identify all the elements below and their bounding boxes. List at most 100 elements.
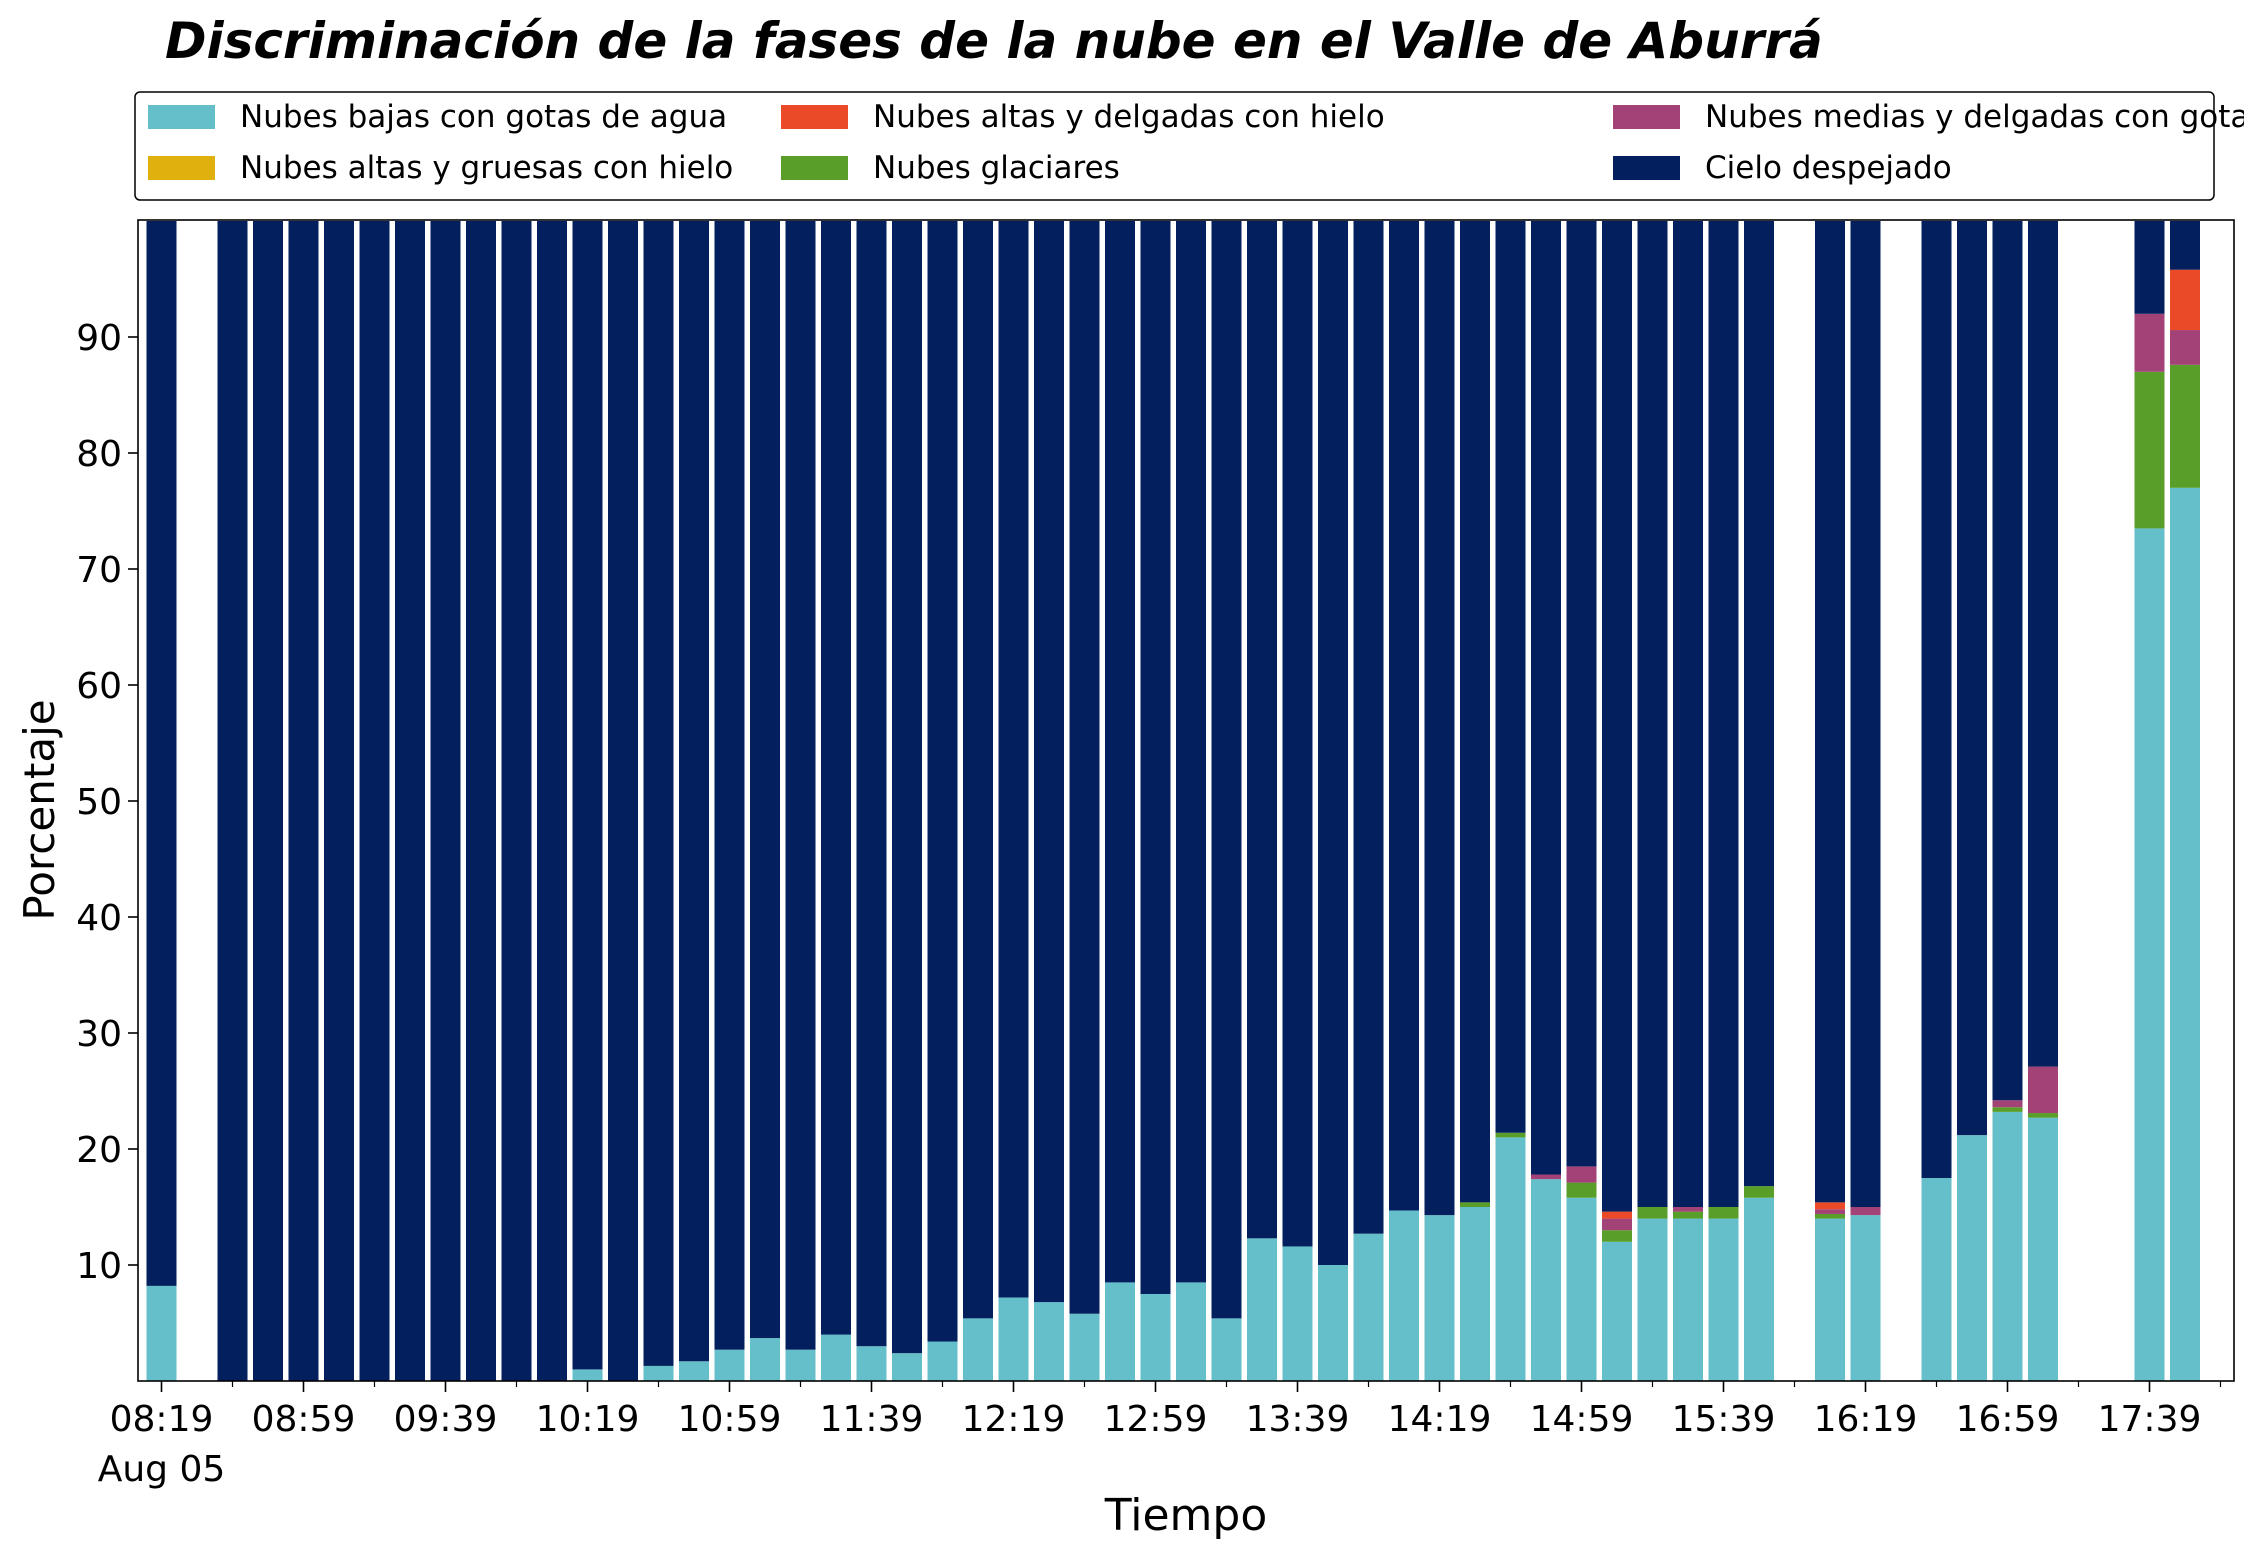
legend-item-nubes-glaciares: Nubes glaciares — [781, 150, 1120, 186]
bar-nubes-medias-y-delgadas-con-gotas-de-agua-1619 — [1850, 1207, 1881, 1216]
bar-nubes-altas-y-delgadas-con-hielo-1609 — [1815, 1202, 1845, 1210]
y-tick-label: 20 — [76, 1130, 122, 1171]
bar-nubes-bajas-con-gotas-de-agua-1539 — [1708, 1218, 1739, 1381]
bar-nubes-medias-y-delgadas-con-gotas-de-agua-1609 — [1815, 1209, 1845, 1214]
y-tick-label: 40 — [76, 898, 122, 939]
bar-nubes-altas-y-delgadas-con-hielo-1509 — [1602, 1211, 1632, 1219]
bar-nubes-bajas-con-gotas-de-agua-1619 — [1850, 1215, 1881, 1381]
bar-nubes-medias-y-delgadas-con-gotas-de-agua-1739 — [2134, 313, 2165, 372]
bar-cielo-despejado-1409 — [1389, 221, 1419, 1211]
legend-frame — [134, 91, 2215, 201]
bar-nubes-bajas-con-gotas-de-agua-1749 — [2170, 487, 2200, 1381]
bar-cielo-despejado-1209 — [963, 221, 993, 1319]
bar-cielo-despejado-0959 — [501, 221, 532, 1381]
bar-cielo-despejado-1709 — [2028, 221, 2058, 1067]
y-tick-label: 90 — [76, 318, 122, 359]
bar-cielo-despejado-1119 — [785, 221, 816, 1350]
bar-nubes-bajas-con-gotas-de-agua-1449 — [1531, 1179, 1561, 1381]
chart-title: Discriminación de la fases de la nube en… — [165, 12, 1823, 70]
bar-cielo-despejado-0939 — [430, 221, 461, 1381]
bar-cielo-despejado-1549 — [1744, 221, 1774, 1187]
y-axis-label: Porcentaje — [15, 699, 64, 920]
bar-nubes-medias-y-delgadas-con-gotas-de-agua-1449 — [1531, 1174, 1561, 1180]
bar-nubes-bajas-con-gotas-de-agua-0819 — [146, 1285, 177, 1381]
x-date-label: Aug 05 — [98, 1449, 226, 1490]
bar-cielo-despejado-1439 — [1495, 221, 1526, 1133]
legend-swatch — [1613, 156, 1680, 180]
bar-nubes-altas-y-delgadas-con-hielo-1749 — [2170, 269, 2200, 331]
legend-label: Nubes altas y gruesas con hielo — [240, 150, 733, 186]
bar-nubes-bajas-con-gotas-de-agua-1519 — [1637, 1218, 1668, 1381]
bar-cielo-despejado-1419 — [1424, 221, 1455, 1216]
bar-nubes-bajas-con-gotas-de-agua-1019 — [572, 1369, 603, 1381]
bar-nubes-medias-y-delgadas-con-gotas-de-agua-1509 — [1602, 1218, 1632, 1231]
bar-nubes-bajas-con-gotas-de-agua-1309 — [1176, 1282, 1206, 1381]
x-tick-label: 12:59 — [1104, 1399, 1208, 1440]
y-tick-label: 10 — [76, 1246, 122, 1287]
bar-cielo-despejado-1149 — [892, 221, 922, 1354]
bar-nubes-bajas-con-gotas-de-agua-1209 — [963, 1318, 993, 1381]
bar-nubes-glaciares-1519 — [1637, 1207, 1668, 1219]
bar-nubes-glaciares-1609 — [1815, 1213, 1845, 1219]
bar-cielo-despejado-1339 — [1282, 221, 1313, 1247]
bar-nubes-bajas-con-gotas-de-agua-1319 — [1211, 1318, 1242, 1381]
bar-cielo-despejado-1319 — [1211, 221, 1242, 1319]
legend-item-nubes-medias-y-delgadas-con-gotas-de-agua: Nubes medias y delgadas con gotas de agu… — [1613, 99, 2244, 135]
bar-nubes-bajas-con-gotas-de-agua-1509 — [1602, 1241, 1632, 1381]
bar-cielo-despejado-1049 — [679, 221, 709, 1362]
bar-nubes-bajas-con-gotas-de-agua-1139 — [856, 1346, 887, 1381]
bar-nubes-bajas-con-gotas-de-agua-1129 — [821, 1334, 851, 1381]
legend-label: Nubes altas y delgadas con hielo — [873, 99, 1385, 135]
bar-nubes-glaciares-1459 — [1566, 1182, 1597, 1198]
bar-cielo-despejado-1009 — [537, 221, 567, 1381]
bar-nubes-bajas-con-gotas-de-agua-1219 — [998, 1297, 1029, 1381]
bar-nubes-bajas-con-gotas-de-agua-1329 — [1247, 1238, 1277, 1381]
bar-cielo-despejado-1329 — [1247, 221, 1277, 1239]
legend-swatch — [781, 105, 848, 129]
bar-cielo-despejado-1429 — [1460, 221, 1490, 1203]
bar-cielo-despejado-0859 — [288, 221, 319, 1381]
x-tick-label: 09:39 — [394, 1399, 498, 1440]
bar-nubes-bajas-con-gotas-de-agua-1409 — [1389, 1210, 1419, 1381]
bar-nubes-bajas-con-gotas-de-agua-1149 — [892, 1353, 922, 1381]
bar-cielo-despejado-1159 — [927, 221, 958, 1342]
bar-nubes-bajas-con-gotas-de-agua-1259 — [1140, 1294, 1171, 1381]
bar-nubes-bajas-con-gotas-de-agua-1039 — [643, 1365, 674, 1381]
legend-item-cielo-despejado: Cielo despejado — [1613, 150, 1952, 186]
bar-cielo-despejado-1649 — [1957, 221, 1987, 1136]
bar-nubes-medias-y-delgadas-con-gotas-de-agua-1459 — [1566, 1166, 1597, 1183]
bar-nubes-bajas-con-gotas-de-agua-1119 — [785, 1349, 816, 1381]
bar-nubes-glaciares-1529 — [1673, 1211, 1703, 1219]
bar-cielo-despejado-0929 — [395, 221, 425, 1381]
bar-nubes-bajas-con-gotas-de-agua-1639 — [1921, 1178, 1952, 1381]
x-tick-label: 14:59 — [1530, 1399, 1634, 1440]
bar-cielo-despejado-0849 — [253, 221, 283, 1381]
bar-nubes-bajas-con-gotas-de-agua-1609 — [1815, 1218, 1845, 1381]
bar-nubes-medias-y-delgadas-con-gotas-de-agua-1659 — [1992, 1100, 2023, 1108]
bar-nubes-bajas-con-gotas-de-agua-1429 — [1460, 1207, 1490, 1381]
bar-nubes-bajas-con-gotas-de-agua-1419 — [1424, 1215, 1455, 1381]
y-tick-label: 60 — [76, 666, 122, 707]
bar-nubes-bajas-con-gotas-de-agua-1459 — [1566, 1197, 1597, 1381]
bar-nubes-bajas-con-gotas-de-agua-1239 — [1069, 1313, 1100, 1381]
axes-group: 10 20 30 40 50 60 70 80 90 08:19 08:59 09:39 10:19 10… — [76, 219, 2235, 1490]
bar-nubes-bajas-con-gotas-de-agua-1649 — [1957, 1135, 1987, 1381]
bar-cielo-despejado-0949 — [466, 221, 496, 1381]
legend-swatch — [148, 156, 215, 180]
x-tick-label: 13:39 — [1246, 1399, 1350, 1440]
bar-cielo-despejado-1639 — [1921, 221, 1952, 1178]
bar-nubes-bajas-con-gotas-de-agua-1529 — [1673, 1218, 1703, 1381]
legend-label: Cielo despejado — [1705, 150, 1952, 186]
x-tick-label: 16:59 — [1956, 1399, 2060, 1440]
y-tick-label: 30 — [76, 1014, 122, 1055]
bar-cielo-despejado-1249 — [1105, 221, 1135, 1283]
legend-label: Nubes glaciares — [873, 150, 1120, 186]
x-tick-label: 14:19 — [1388, 1399, 1492, 1440]
bar-nubes-glaciares-1439 — [1495, 1132, 1526, 1138]
bar-cielo-despejado-0909 — [324, 221, 354, 1381]
bar-cielo-despejado-1019 — [572, 221, 603, 1370]
bar-cielo-despejado-0839 — [217, 221, 248, 1381]
bar-cielo-despejado-1349 — [1318, 221, 1348, 1265]
bar-cielo-despejado-1509 — [1602, 221, 1632, 1212]
